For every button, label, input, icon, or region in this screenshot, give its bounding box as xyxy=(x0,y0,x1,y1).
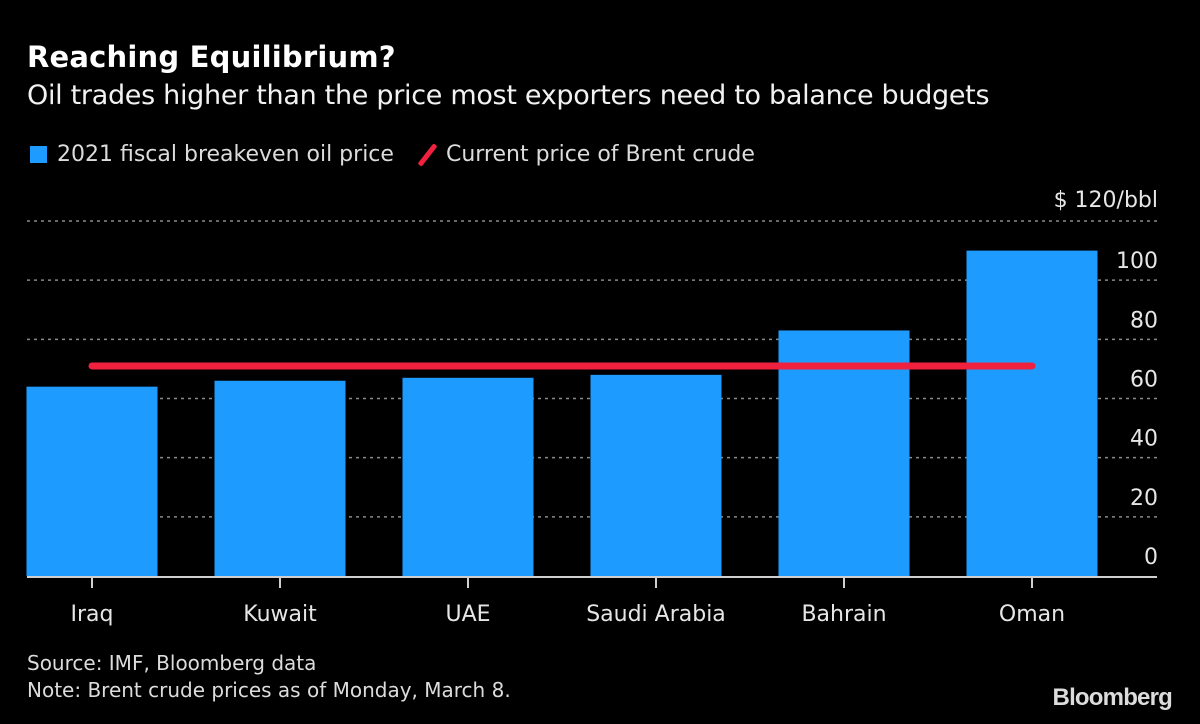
bar-bahrain xyxy=(778,330,910,576)
bloomberg-logo: Bloomberg xyxy=(1052,684,1173,711)
note-text: Note: Brent crude prices as of Monday, M… xyxy=(27,678,511,702)
bar-iraq xyxy=(26,386,158,576)
source-text: Source: IMF, Bloomberg data xyxy=(27,651,317,675)
chart-subtitle: Oil trades higher than the price most ex… xyxy=(27,80,990,111)
chart-title: Reaching Equilibrium? xyxy=(27,40,396,74)
x-axis xyxy=(27,576,1157,588)
y-tick-label: $ 120/bbl xyxy=(1054,188,1158,213)
legend: 2021 fiscal breakeven oil price Current … xyxy=(30,142,755,167)
x-tick-label: Saudi Arabia xyxy=(586,602,726,627)
x-tick-label: Bahrain xyxy=(801,602,886,627)
legend-swatch-bar xyxy=(30,146,47,163)
bar-kuwait xyxy=(214,380,346,576)
y-tick-label: 80 xyxy=(1130,308,1158,333)
legend-label-breakeven: 2021 fiscal breakeven oil price xyxy=(57,142,394,167)
y-tick-label: 20 xyxy=(1130,486,1158,511)
y-tick-label: 0 xyxy=(1144,545,1158,570)
x-tick-label: Iraq xyxy=(71,602,114,627)
legend-label-brent: Current price of Brent crude xyxy=(445,142,755,167)
y-axis: 0 20 40 60 80 100 $ 120/bbl xyxy=(1054,188,1158,570)
x-tick-label: Oman xyxy=(999,602,1065,627)
x-tick-label: Kuwait xyxy=(243,602,317,627)
bars xyxy=(26,250,1098,577)
bar-uae xyxy=(402,377,534,576)
bar-oman xyxy=(966,250,1098,577)
y-tick-label: 40 xyxy=(1130,427,1158,452)
y-tick-label: 60 xyxy=(1130,368,1158,393)
x-tick-labels: Iraq Kuwait UAE Saudi Arabia Bahrain Oman xyxy=(71,602,1066,627)
x-tick-label: UAE xyxy=(445,602,490,627)
y-tick-label: 100 xyxy=(1116,249,1158,274)
bar-saudi-arabia xyxy=(590,374,722,576)
source-note: Source: IMF, Bloomberg data Note: Brent … xyxy=(27,650,511,704)
